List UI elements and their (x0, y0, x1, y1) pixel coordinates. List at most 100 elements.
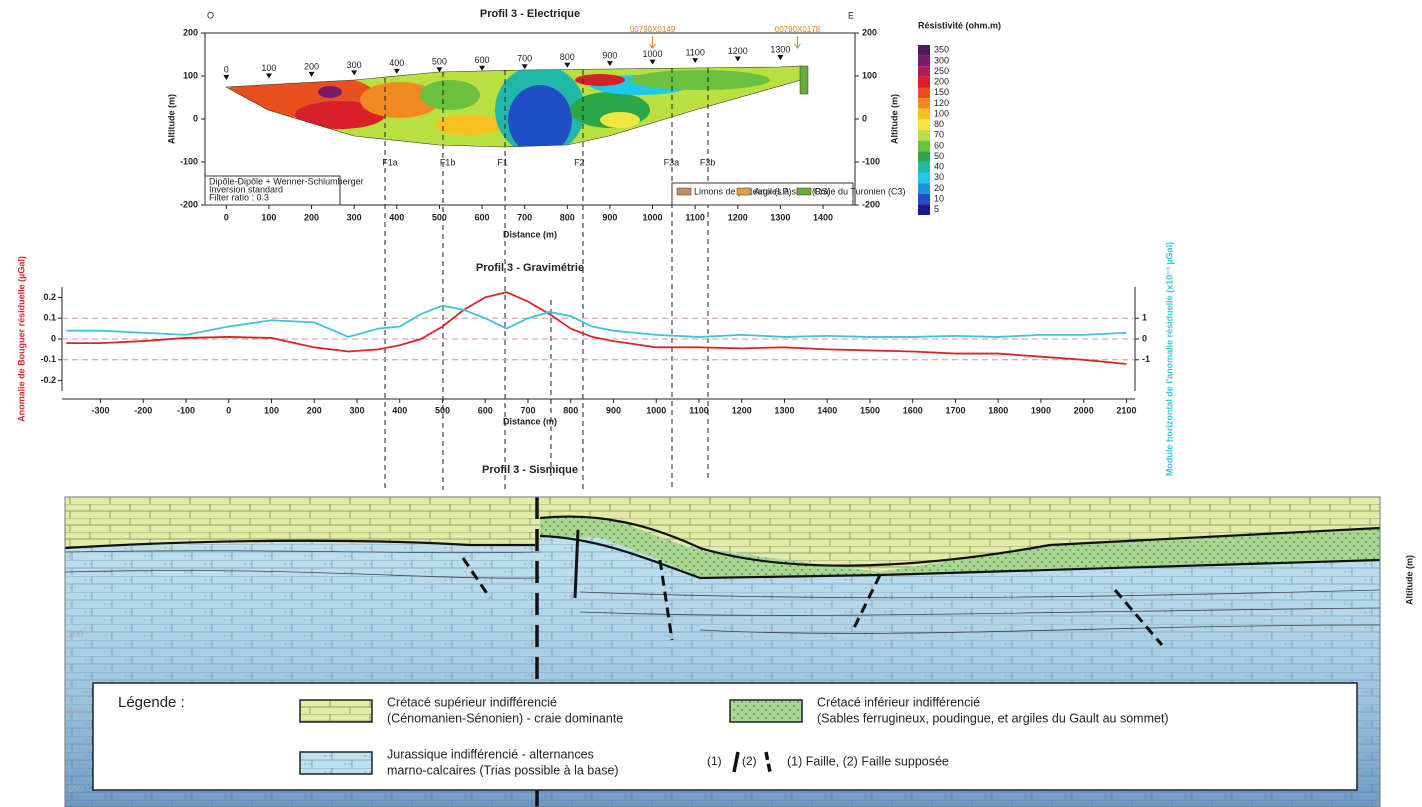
y-tick-label: 600 (68, 784, 83, 794)
x-tick-label: -300 (91, 405, 109, 415)
station-label: 1000 (643, 49, 663, 59)
x-tick-label: 1100 (689, 405, 709, 415)
legend-label: Jurassique indifférencié - alternances (387, 747, 594, 761)
x-tick-label: 500 (435, 405, 450, 415)
colorbar-label: 30 (934, 172, 944, 182)
y-axis-label: Altitude (m) (166, 94, 176, 144)
info-text: Dipôle-Dipôle + Wenner-Schlumberger (209, 176, 364, 186)
x-tick-label: 1800 (988, 405, 1008, 415)
colorbar-label: 250 (934, 66, 949, 76)
x-tick-label: 0 (226, 405, 231, 415)
colorbar-label: 70 (934, 130, 944, 140)
x-tick-label: 1300 (774, 405, 794, 415)
x-tick-label: 100 (261, 212, 276, 222)
colorbar-label: 40 (934, 162, 944, 172)
x-tick-label: 1500 (860, 405, 880, 415)
legend-label: Craie du Turonien (C3) (814, 186, 906, 196)
x-tick-label: 700 (517, 212, 532, 222)
x-tick-label: 1400 (817, 405, 837, 415)
x-tick-label: 200 (307, 405, 322, 415)
x-tick-label: 1100 (685, 212, 705, 222)
x-tick-label: 900 (602, 212, 617, 222)
x-tick-label: 0 (224, 212, 229, 222)
fault-label: F3a (664, 157, 680, 167)
station-marker (308, 71, 315, 77)
fault-label: F1a (382, 157, 398, 167)
colorbar-label: 5 (934, 204, 939, 214)
station-label: 1200 (728, 46, 748, 56)
y2-tick-label: 200 (862, 27, 877, 37)
station-marker (265, 73, 272, 79)
station-marker (777, 55, 784, 60)
title: Profil 3 - Electrique (480, 8, 580, 20)
colorbar-label: 150 (934, 87, 949, 97)
x-tick-label: 900 (606, 405, 621, 415)
y-axis-label: Anomalie de Bouguer résiduelle (µGal) (16, 256, 26, 422)
legend-label: marno-calcaires (Trias possible à la bas… (387, 763, 619, 777)
colorbar-cell (918, 151, 930, 162)
legend-label: (Sables ferrugineux, poudingue, et argil… (817, 711, 1169, 725)
x-tick-label: 1200 (732, 405, 752, 415)
x-tick-label: 300 (347, 212, 362, 222)
y-tick-label: 100 (183, 70, 198, 80)
colorbar-label: 350 (934, 45, 949, 55)
colorbar-cell (918, 98, 930, 109)
y2-tick-label: 0 (1142, 333, 1147, 343)
x-tick-label: 600 (478, 405, 493, 415)
x-tick-label: 800 (560, 212, 575, 222)
x-tick-label: 800 (563, 405, 578, 415)
fault-label: F2 (574, 157, 585, 167)
borehole-label: 00790X0149 (630, 25, 676, 34)
resistivity-section (226, 66, 801, 147)
connectors (384, 68, 709, 490)
colorbar-cell (918, 66, 930, 77)
station-marker (223, 75, 230, 80)
colorbar-label: 50 (934, 151, 944, 161)
colorbar-cell (918, 140, 930, 152)
x-tick-label: 1000 (643, 212, 663, 222)
legend-label: Crétacé supérieur indifférencié (387, 695, 557, 709)
station-marker (564, 62, 571, 68)
fault-symbol (732, 751, 740, 773)
y-tick-label: 200 (183, 27, 198, 37)
colorbar-cell (918, 193, 930, 205)
x-axis-label: Distance (m) (503, 229, 557, 239)
x-tick-label: 1600 (903, 405, 923, 415)
colorbar-cell (918, 161, 930, 173)
colorbar-cell (918, 45, 930, 56)
x-tick-label: 500 (432, 212, 447, 222)
info-box (204, 175, 341, 206)
info-text: Filter ratio : 0.3 (209, 192, 269, 202)
y2-tick-label: 1 (1142, 313, 1147, 323)
seismic-section (64, 496, 1381, 807)
colorbar-label: 10 (934, 193, 944, 203)
info-text: Inversion standard (209, 184, 283, 194)
x-tick-label: -200 (134, 405, 152, 415)
borehole-log (799, 65, 809, 95)
station-label: 800 (560, 52, 575, 62)
fault-symbol (764, 751, 772, 773)
station-marker (692, 58, 699, 64)
legend-title: Légende : (118, 694, 185, 711)
y-tick-label: 0.2 (43, 292, 56, 302)
y-tick-label: 0.1 (43, 313, 56, 323)
y-tick-label: 0 (68, 551, 73, 561)
borehole-label: 00790X0178 (775, 25, 821, 34)
legend-swatch (299, 699, 373, 723)
x-tick-label: 1200 (728, 212, 748, 222)
y-tick-label: 0 (193, 113, 198, 123)
legend-swatch (736, 187, 752, 196)
x-tick-label: -100 (177, 405, 195, 415)
station-label: 100 (261, 63, 276, 73)
legend-label: Crétacé inférieur indifférencié (817, 695, 980, 709)
fault-key: (1) (707, 754, 722, 768)
title: Profil 3 - Gravimétrie (476, 262, 584, 274)
legend-label: (Cénomanien-Sénonien) - craie dominante (387, 711, 623, 725)
x-tick-label: 1400 (813, 212, 833, 222)
legend-swatch (796, 187, 812, 196)
borehole-arrow (649, 36, 656, 49)
colorbar-label: 100 (934, 108, 949, 118)
colorbar-cell (918, 108, 930, 120)
x-tick-label: 100 (264, 405, 279, 415)
